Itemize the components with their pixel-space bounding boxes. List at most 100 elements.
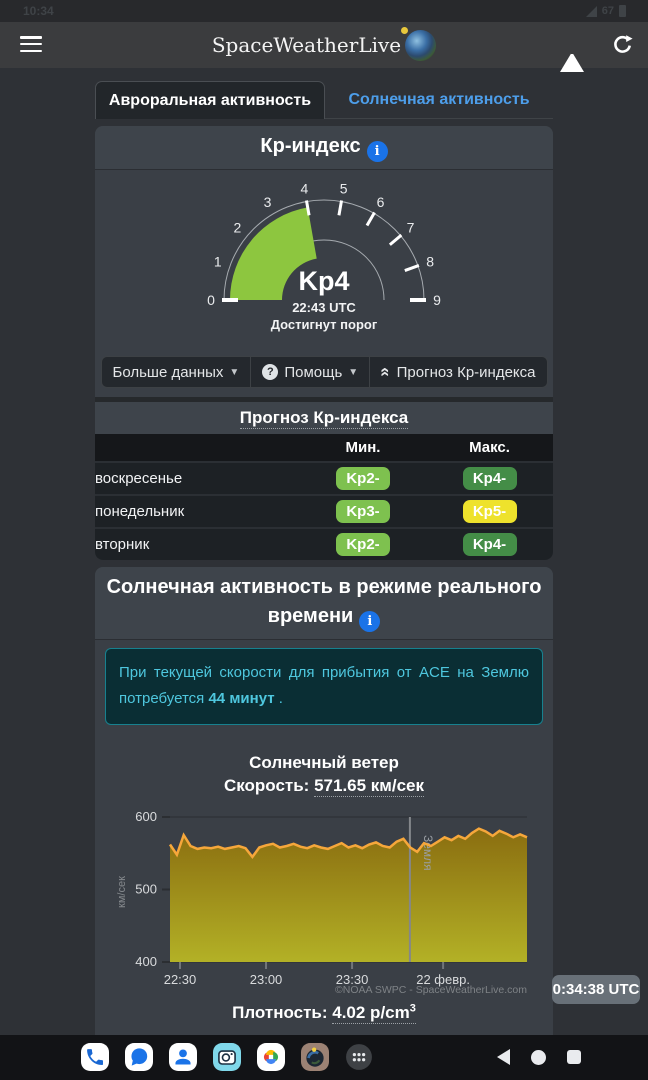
svg-text:23:00: 23:00 [250,972,283,987]
spaceweatherlive-app-icon[interactable] [301,1043,329,1071]
svg-text:3: 3 [264,194,272,210]
menu-icon[interactable] [20,36,42,54]
messages-app-icon[interactable] [125,1043,153,1071]
signal-icon [585,5,597,17]
svg-text:4: 4 [300,181,308,197]
contacts-app-icon[interactable] [169,1043,197,1071]
kp-max-badge: Kp4- [462,533,517,556]
more-data-button[interactable]: Больше данных ▼ [100,356,252,388]
solar-wind-speed-chart: Земля 600 500 400 22:30 23:00 23:30 22 февр. км/… [116,809,528,996]
density-label: Плотность: [232,1003,328,1023]
more-data-label: Больше данных [112,363,224,381]
tab-auroral-activity[interactable]: Авроральная активность [95,81,325,119]
alert-text: При текущей скорости для прибытия от ACE… [119,664,529,708]
sun-dot-icon [401,26,409,34]
svg-text:1: 1 [214,253,222,269]
svg-text:8: 8 [426,253,434,269]
svg-text:22 февр.: 22 февр. [416,972,470,987]
svg-text:5: 5 [340,181,348,197]
utc-time-overlay: 0:34:38 UTC [552,975,640,1004]
day-label: воскресенье [95,461,300,495]
table-row: воскресенье Kp2- Kp4- [95,461,553,495]
tab-bar: Авроральная активность Солнечная активно… [95,81,553,119]
svg-text:7: 7 [407,219,415,235]
solar-activity-card: Солнечная активность в режиме реального … [95,567,553,1080]
back-button[interactable] [497,1049,510,1065]
forecast-section-header: Прогноз Кр-индекса [95,402,553,434]
table-row: понедельник Kp3- Kp5- [95,494,553,528]
status-indicators: 67 [585,5,626,17]
solar-card-header: Солнечная активность в режиме реального … [95,567,553,640]
solar-wind-title: Солнечный ветер [249,752,399,772]
kp-gauge: 0 1 2 3 4 5 6 7 8 9 Kp4 22:43 UTC Достигнут порог [95,170,553,348]
density-value-line: Плотность: 4.02 p/cm3 [95,1001,553,1025]
warning-icon[interactable] [560,35,584,72]
kp-card-header: Кр-индекс i [95,126,553,170]
globe-logo-icon [401,26,437,61]
ace-alert: При текущей скорости для прибытия от ACE… [105,648,543,725]
caret-down-icon: ▼ [229,366,240,378]
photos-app-icon[interactable] [257,1043,285,1071]
table-row: вторник Kp2- Kp4- [95,527,553,560]
svg-text:©NOAA SWPC - SpaceWeatherLive.: ©NOAA SWPC - SpaceWeatherLive.com [335,984,527,996]
refresh-icon[interactable] [610,33,634,57]
brand: SpaceWeatherLive [0,22,648,68]
day-label: понедельник [95,494,300,528]
svg-text:9: 9 [433,292,441,308]
kp-forecast-button[interactable]: «Прогноз Кр-индекса [370,356,548,388]
kp-min-badge: Kp2- [336,467,390,490]
svg-text:Достигнут порог: Достигнут порог [271,317,378,332]
help-label: Помощь [284,363,343,381]
kp-card-title: Кр-индекс [260,135,361,157]
kp-index-card: Кр-индекс i 0 1 2 3 4 5 6 7 8 9 Kp4 22:43 UTC Достигн… [95,126,553,560]
speed-label: Скорость: [223,776,310,796]
svg-text:22:30: 22:30 [164,972,197,987]
solar-card-title: Солнечная активность в режиме реального … [106,576,542,627]
app-header: SpaceWeatherLive [0,22,648,72]
svg-text:23:30: 23:30 [336,972,369,987]
kp-min-badge: Kp2- [336,533,390,556]
svg-text:500: 500 [135,882,157,897]
col-max: Макс. [426,434,553,462]
table-header-row: Мин. Макс. [95,434,553,462]
col-min: Мин. [300,434,426,462]
info-icon[interactable]: i [366,141,388,162]
battery-icon [619,5,626,17]
chevrons-up-icon: « [376,367,396,377]
svg-text:0: 0 [207,292,215,308]
navigation-dock [0,1035,648,1080]
svg-text:22:43 UTC: 22:43 UTC [292,300,356,315]
question-icon: ? [262,364,279,380]
day-label: вторник [95,527,300,560]
status-time: 10:34 [23,4,54,18]
svg-text:400: 400 [135,954,157,969]
camera-app-icon[interactable] [213,1043,241,1071]
app-drawer-icon[interactable] [345,1043,373,1071]
svg-text:2: 2 [234,219,242,235]
kp-max-badge: Kp5- [462,500,517,523]
alert-highlight: 44 минут [208,690,275,708]
svg-text:6: 6 [377,194,385,210]
divider [95,397,553,402]
recents-button[interactable] [567,1050,581,1064]
forecast-title: Прогноз Кр-индекса [239,408,409,429]
kp-min-badge: Kp3- [336,500,390,523]
kp-forecast-label: Прогноз Кр-индекса [396,363,536,381]
tab-solar-activity[interactable]: Солнечная активность [348,90,530,108]
home-button[interactable] [531,1049,546,1065]
svg-text:Kp4: Kp4 [298,266,349,296]
density-value: 4.02 p/cm3 [332,1002,416,1025]
help-button[interactable]: ? Помощь ▼ [251,356,371,388]
svg-text:600: 600 [135,809,157,824]
kp-forecast-table: Мин. Макс. воскресенье Kp2- Kp4- понедел… [95,434,553,560]
speed-value-line: Скорость: 571.65 км/сек [95,774,553,798]
kp-button-group: Больше данных ▼ ? Помощь ▼ «Прогноз Кр-инде… [100,356,548,388]
info-icon[interactable]: i [359,611,381,632]
speed-value: 571.65 км/сек [314,776,425,798]
phone-app-icon[interactable] [81,1043,109,1071]
svg-text:Земля: Земля [421,835,435,871]
status-bar: 10:34 67 [0,0,648,22]
app-title: SpaceWeatherLive [211,33,402,57]
svg-text:км/сек: км/сек [116,876,128,908]
